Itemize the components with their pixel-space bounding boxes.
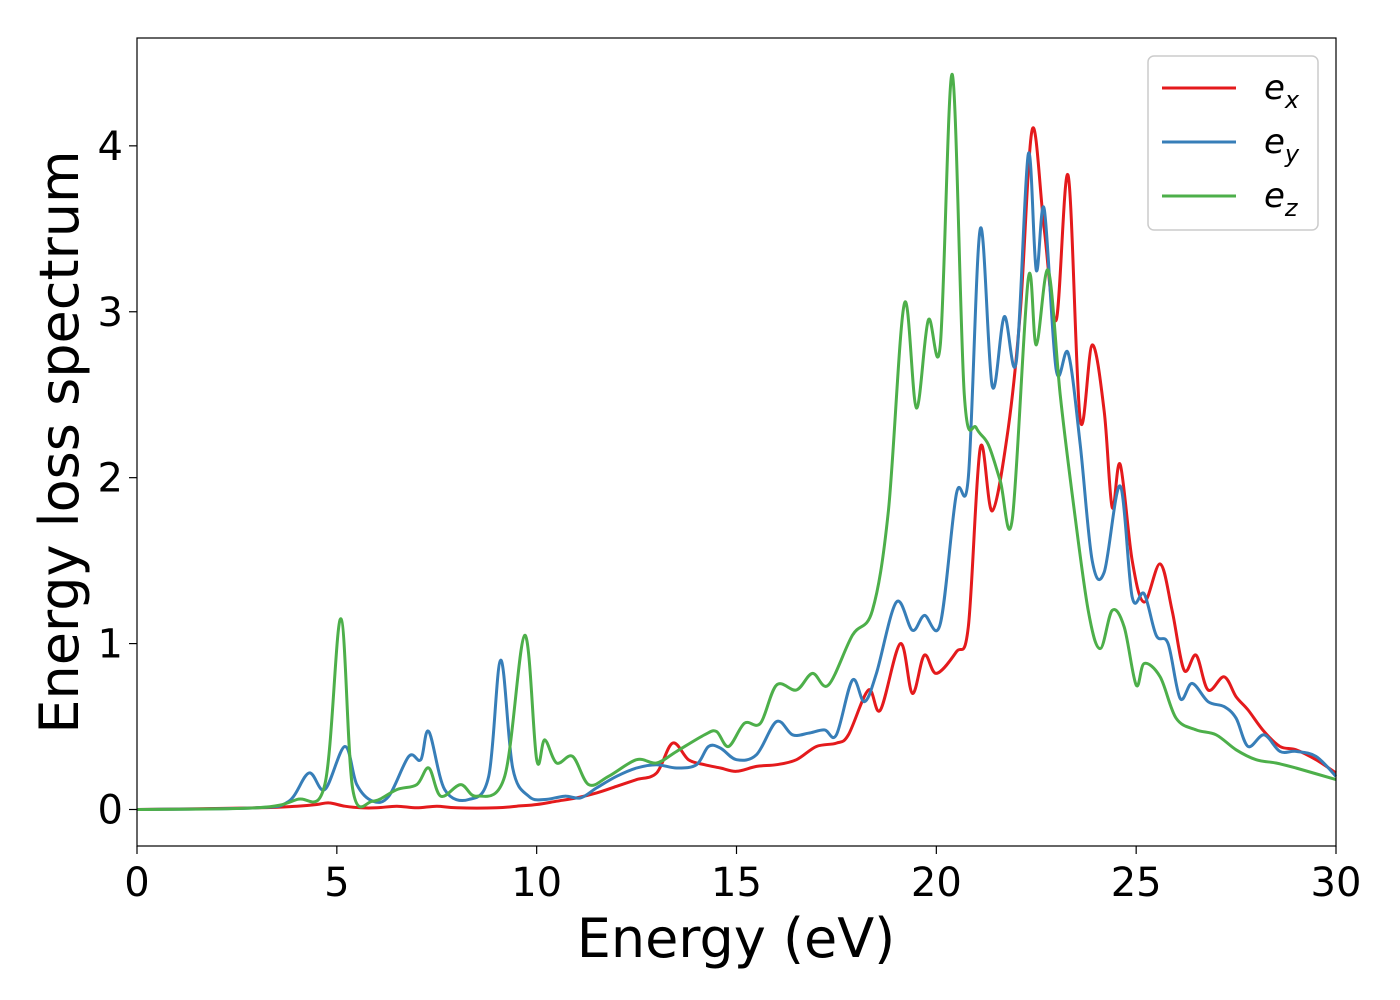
series-line-e-y xyxy=(136,151,1338,811)
plot-area xyxy=(137,38,1336,846)
series-layer xyxy=(136,72,1338,811)
x-tick-label: 5 xyxy=(324,860,349,906)
x-tick-label: 30 xyxy=(1311,860,1362,906)
x-tick-label: 25 xyxy=(1111,860,1162,906)
y-tick-label: 3 xyxy=(98,290,123,336)
y-tick-label: 1 xyxy=(98,622,123,668)
y-tick-label: 0 xyxy=(98,787,123,833)
series-line-e-z xyxy=(136,72,1337,811)
x-axis-title: Energy (eV) xyxy=(577,907,896,970)
x-tick-label: 10 xyxy=(511,860,562,906)
series-line-e-x xyxy=(136,126,1337,811)
x-tick-label: 15 xyxy=(711,860,762,906)
x-tick-label: 20 xyxy=(911,860,962,906)
x-tick-label: 0 xyxy=(124,860,149,906)
y-tick-label: 2 xyxy=(98,456,123,502)
x-axis-ticks: 0 5 10 15 20 25 30 xyxy=(124,846,1361,906)
y-axis-ticks: 0 1 2 3 4 xyxy=(98,124,137,833)
y-axis-title: Energy loss spectrum xyxy=(28,150,91,733)
y-tick-label: 4 xyxy=(98,124,123,170)
